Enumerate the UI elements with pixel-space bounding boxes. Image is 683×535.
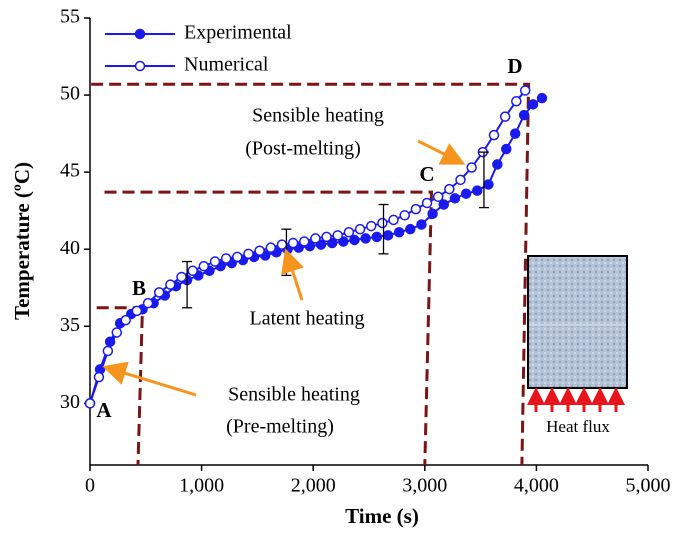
data-point (421, 197, 433, 209)
y-tick-label: 35 (60, 314, 80, 336)
annotation: D (507, 54, 522, 78)
guide-line (104, 190, 434, 466)
data-point (276, 239, 288, 250)
data-point (519, 85, 531, 96)
data-point (527, 99, 539, 110)
data-point (243, 248, 254, 260)
x-tick-label: 2,000 (291, 475, 336, 497)
annotation-arrow (417, 139, 466, 165)
data-point (120, 314, 131, 326)
data-point (499, 111, 511, 122)
data-point (511, 95, 522, 107)
data-point (332, 230, 344, 241)
data-point (287, 237, 299, 249)
y-tick-label: 50 (60, 83, 80, 105)
annotation-arrow (102, 361, 197, 397)
data-point (416, 219, 427, 230)
data-point (131, 305, 143, 317)
data-point (349, 234, 360, 246)
data-point (93, 371, 105, 383)
data-point (343, 227, 355, 238)
data-point (399, 210, 410, 221)
data-point (518, 109, 530, 121)
data-point (509, 128, 521, 139)
annotation: Heat flux (546, 417, 610, 436)
legend-marker (134, 60, 146, 72)
data-point (410, 203, 422, 215)
x-tick-label: 3,000 (402, 475, 447, 497)
x-tick-label: 5,000 (626, 475, 671, 497)
annotation: A (96, 398, 112, 422)
data-point (492, 159, 503, 170)
data-point (371, 231, 383, 243)
data-point (165, 279, 176, 290)
x-tick-label: 0 (85, 475, 95, 497)
data-point (187, 265, 198, 277)
data-point (483, 179, 494, 190)
y-tick-label: 45 (60, 160, 80, 182)
inset-image (527, 255, 628, 389)
data-point (393, 227, 405, 238)
data-point (438, 199, 450, 210)
data-point (488, 129, 500, 141)
data-point (405, 223, 416, 235)
data-point (310, 233, 321, 244)
data-point (198, 260, 210, 272)
data-point (449, 193, 461, 204)
data-point (220, 253, 232, 264)
data-point (472, 185, 483, 196)
heat-flux-arrows (527, 387, 625, 412)
data-point (360, 233, 371, 244)
x-tick-label: 4,000 (514, 475, 559, 497)
y-tick-label: 30 (60, 391, 80, 413)
data-point (176, 271, 187, 283)
data-point (444, 183, 455, 195)
legend-label: Experimental (184, 22, 292, 44)
data-point (354, 223, 366, 235)
data-point (455, 174, 466, 186)
data-point (466, 162, 477, 173)
guide-line (91, 82, 531, 466)
data-point (84, 398, 96, 409)
annotation: Latent heating (250, 308, 365, 330)
annotation-arrow (281, 248, 304, 301)
data-point (501, 143, 512, 155)
annotation: (Pre-melting) (226, 416, 334, 438)
legend-marker (134, 28, 146, 40)
x-axis-label: Time (s) (345, 504, 419, 528)
annotation: C (419, 162, 434, 186)
data-point (432, 191, 444, 203)
data-point (153, 287, 165, 298)
annotation: Sensible heating (252, 105, 384, 127)
data-point (427, 208, 438, 220)
y-tick-label: 40 (60, 237, 80, 259)
annotation: (Post-melting) (245, 138, 361, 160)
data-point (460, 188, 472, 199)
x-tick-label: 1,000 (179, 475, 224, 497)
data-point (209, 256, 221, 267)
data-point (382, 230, 394, 241)
y-axis-label: Temperature (ºC) (10, 162, 34, 320)
y-tick-label: 55 (60, 6, 80, 28)
data-point (365, 220, 377, 232)
data-point (265, 242, 277, 253)
annotation: Sensible heating (228, 384, 360, 406)
data-point (388, 214, 399, 226)
data-point (142, 297, 154, 309)
data-point (232, 251, 243, 263)
data-point (377, 217, 388, 229)
data-point (299, 236, 310, 247)
data-point (536, 92, 548, 104)
data-point (111, 327, 123, 338)
data-point (102, 345, 114, 357)
legend-label: Numerical (184, 54, 269, 76)
data-point (321, 231, 332, 243)
annotation: B (132, 276, 146, 300)
data-point (254, 245, 265, 256)
